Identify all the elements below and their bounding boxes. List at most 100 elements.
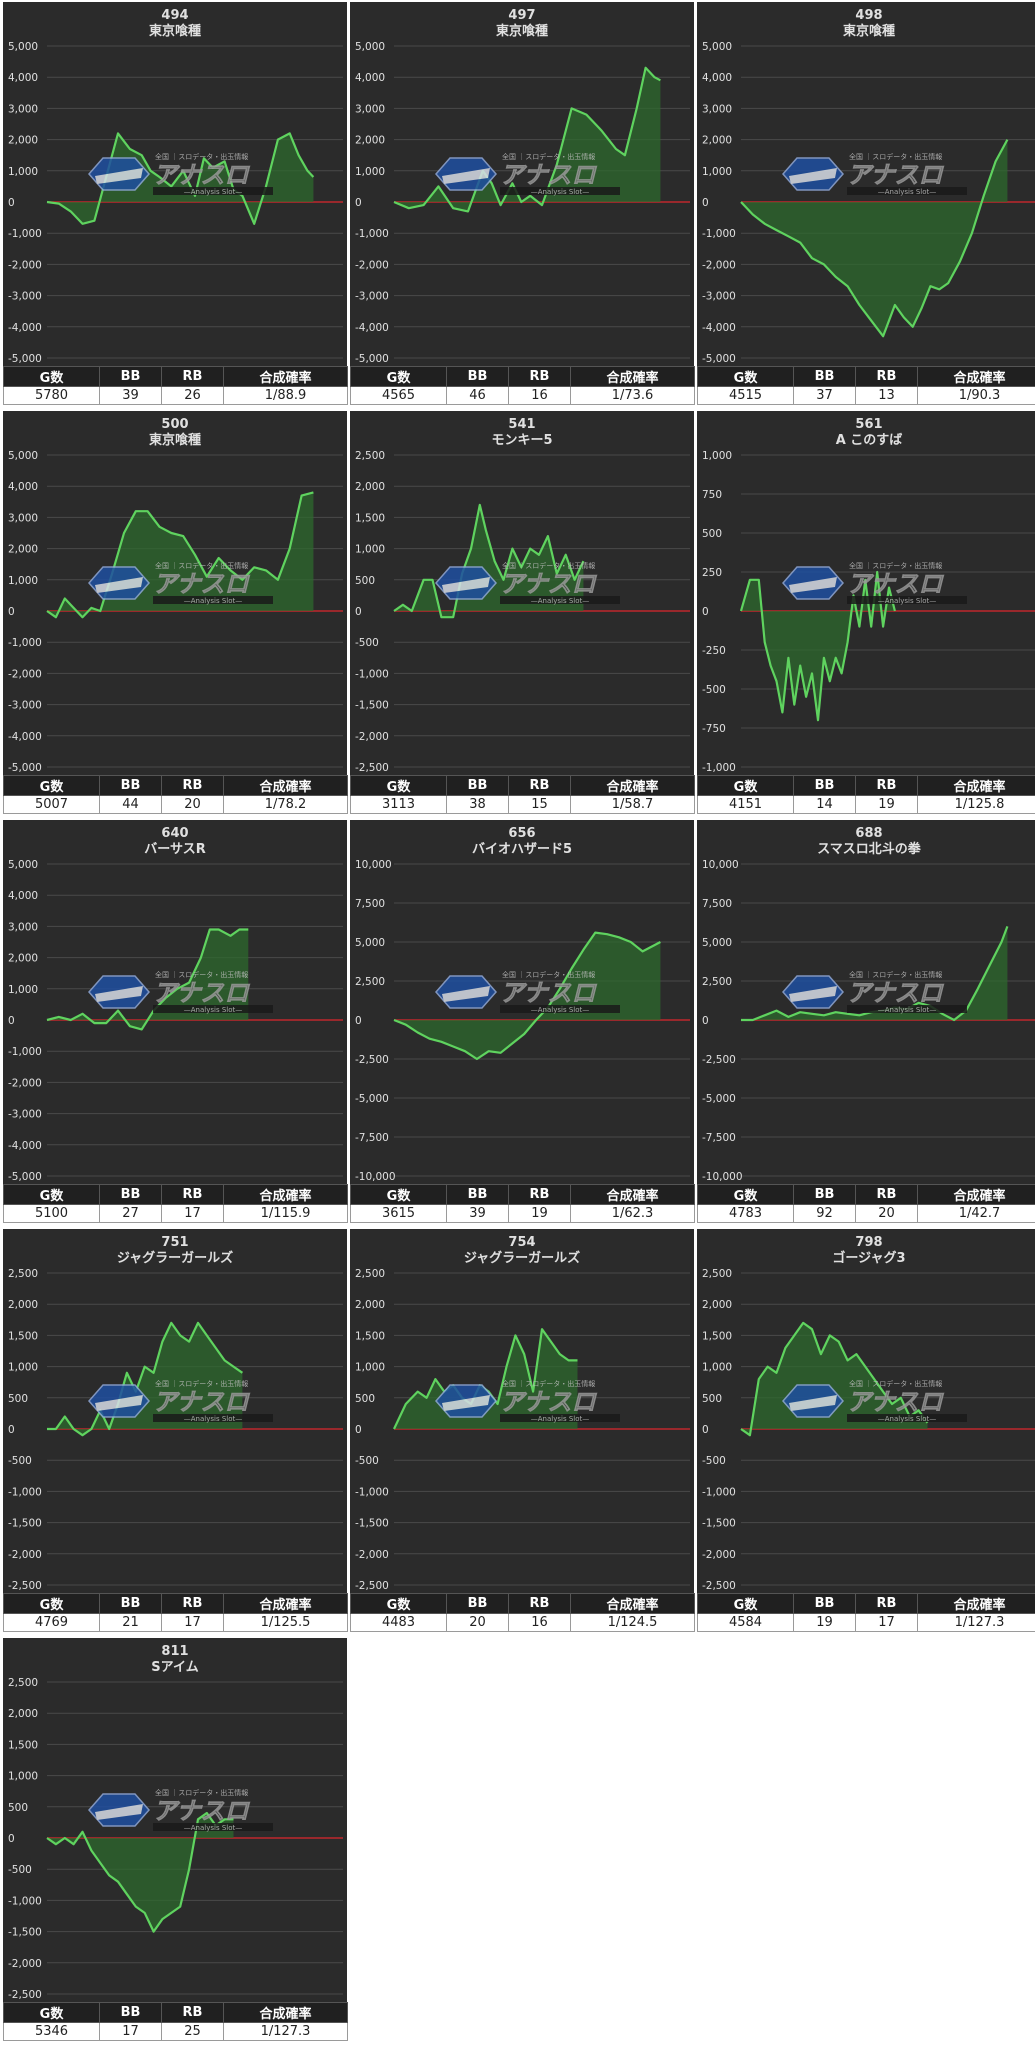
stats-header: BB — [99, 2002, 162, 2023]
stats-rb: 19 — [855, 795, 918, 814]
y-tick-label: 4,000 — [355, 72, 385, 84]
area-fill — [394, 67, 661, 212]
svg-text:—Analysis Slot—: —Analysis Slot— — [184, 597, 242, 605]
y-tick-label: -7,500 — [355, 1132, 389, 1144]
y-tick-label: 1,000 — [8, 575, 38, 587]
stats-table: G数 BB RB 合成確率 5346 17 25 1/127.3 — [3, 2002, 348, 2041]
y-tick-label: -5,000 — [702, 1093, 736, 1105]
y-tick-label: 1,500 — [355, 1330, 385, 1342]
stats-rb: 15 — [508, 795, 571, 814]
svg-text:—Analysis Slot—: —Analysis Slot— — [878, 1415, 936, 1423]
y-tick-label: 2,000 — [355, 1299, 385, 1311]
stats-header: RB — [161, 1593, 224, 1614]
y-tick-label: -2,000 — [8, 1077, 42, 1089]
y-tick-label: 1,000 — [702, 1362, 732, 1374]
machine-title: バイオハザード5 — [472, 842, 572, 857]
y-tick-label: 0 — [355, 1015, 362, 1027]
stats-header: 合成確率 — [223, 366, 348, 387]
svg-text:アナスロ: アナスロ — [153, 1797, 251, 1825]
stats-table: G数 BB RB 合成確率 4565 46 16 1/73.6 — [350, 366, 695, 405]
stats-games: 5780 — [3, 386, 100, 405]
y-tick-label: -2,000 — [8, 1549, 42, 1561]
y-tick-label: 2,000 — [355, 481, 385, 493]
stats-header: RB — [161, 1184, 224, 1205]
machine-title: スマスロ北斗の拳 — [817, 841, 922, 857]
svg-text:アナスロ: アナスロ — [500, 570, 598, 598]
stats-header: RB — [508, 366, 571, 387]
y-tick-label: 4,000 — [8, 890, 38, 902]
y-tick-label: 1,000 — [8, 166, 38, 178]
y-tick-label: -2,500 — [8, 1989, 42, 2001]
stats-header: RB — [161, 775, 224, 796]
stats-ratio: 1/115.9 — [223, 1204, 348, 1223]
svg-text:全国 ｜スロデータ・出玉情報: 全国 ｜スロデータ・出玉情報 — [502, 1379, 595, 1388]
svg-text:全国 ｜スロデータ・出玉情報: 全国 ｜スロデータ・出玉情報 — [849, 970, 942, 979]
svg-text:アナスロ: アナスロ — [847, 570, 945, 598]
stats-rb: 16 — [508, 1613, 571, 1632]
machine-title: ジャグラーガールズ — [464, 1250, 580, 1266]
y-tick-label: -1,000 — [8, 228, 42, 240]
svg-text:アナスロ: アナスロ — [153, 979, 251, 1007]
y-tick-label: 0 — [702, 1015, 709, 1027]
svg-text:アナスロ: アナスロ — [847, 979, 945, 1007]
machine-title: Sアイム — [151, 1660, 198, 1675]
y-tick-label: -1,000 — [702, 228, 736, 240]
stats-header: G数 — [3, 366, 100, 387]
stats-header: 合成確率 — [223, 2002, 348, 2023]
stats-header: G数 — [697, 1184, 794, 1205]
y-tick-label: -1,000 — [702, 1486, 736, 1498]
y-tick-label: 0 — [355, 606, 362, 618]
y-tick-label: -2,000 — [8, 668, 42, 680]
stats-header: BB — [793, 1184, 856, 1205]
svg-text:—Analysis Slot—: —Analysis Slot— — [531, 1415, 589, 1423]
y-tick-label: 3,000 — [8, 103, 38, 115]
machine-number: 541 — [508, 417, 535, 432]
y-tick-label: 0 — [702, 197, 709, 209]
svg-text:アナスロ: アナスロ — [500, 1388, 598, 1416]
y-tick-label: 500 — [8, 1393, 28, 1405]
area-fill — [394, 504, 584, 618]
machine-number: 494 — [161, 8, 188, 23]
svg-text:全国 ｜スロデータ・出玉情報: 全国 ｜スロデータ・出玉情報 — [502, 561, 595, 570]
y-tick-label: -1,500 — [8, 1518, 42, 1530]
stats-header: 合成確率 — [570, 775, 695, 796]
area-fill — [741, 926, 1008, 1020]
series-line — [393, 503, 585, 619]
y-tick-label: -2,500 — [702, 1054, 736, 1066]
y-tick-label: -2,500 — [702, 1580, 736, 1592]
y-tick-label: 1,000 — [355, 544, 385, 556]
y-tick-label: -5,000 — [8, 353, 42, 365]
stats-rb: 25 — [161, 2022, 224, 2041]
stats-table: G数 BB RB 合成確率 5100 27 17 1/115.9 — [3, 1184, 348, 1223]
stats-games: 4769 — [3, 1613, 100, 1632]
svg-text:アナスロ: アナスロ — [847, 161, 945, 189]
svg-text:全国 ｜スロデータ・出玉情報: 全国 ｜スロデータ・出玉情報 — [849, 1379, 942, 1388]
stats-games: 5100 — [3, 1204, 100, 1223]
stats-ratio: 1/78.2 — [223, 795, 348, 814]
stats-header: BB — [446, 366, 509, 387]
y-tick-label: -1,000 — [8, 1046, 42, 1058]
y-tick-label: 500 — [355, 1393, 375, 1405]
y-tick-label: -2,000 — [355, 1549, 389, 1561]
svg-text:—Analysis Slot—: —Analysis Slot— — [878, 1006, 936, 1014]
machine-panel-497: 497 東京喰種 5,000 4,000 3,000 2,000 1,000 0 -1,000 -… — [350, 2, 695, 405]
y-tick-label: 7,500 — [702, 898, 732, 910]
y-tick-label: 2,500 — [702, 1268, 732, 1280]
y-tick-label: 1,000 — [702, 166, 732, 178]
y-tick-label: 500 — [702, 1393, 722, 1405]
y-tick-label: -3,000 — [8, 291, 42, 303]
series-line — [393, 66, 661, 213]
y-tick-label: -10,000 — [702, 1171, 743, 1183]
machine-number: 688 — [855, 826, 882, 841]
y-tick-label: -3,000 — [355, 291, 389, 303]
y-tick-label: 0 — [8, 1424, 15, 1436]
y-tick-label: 1,500 — [8, 1330, 38, 1342]
y-tick-label: -250 — [702, 645, 726, 657]
stats-games: 3113 — [350, 795, 447, 814]
y-tick-label: 3,000 — [702, 103, 732, 115]
svg-text:—Analysis Slot—: —Analysis Slot— — [184, 188, 242, 196]
